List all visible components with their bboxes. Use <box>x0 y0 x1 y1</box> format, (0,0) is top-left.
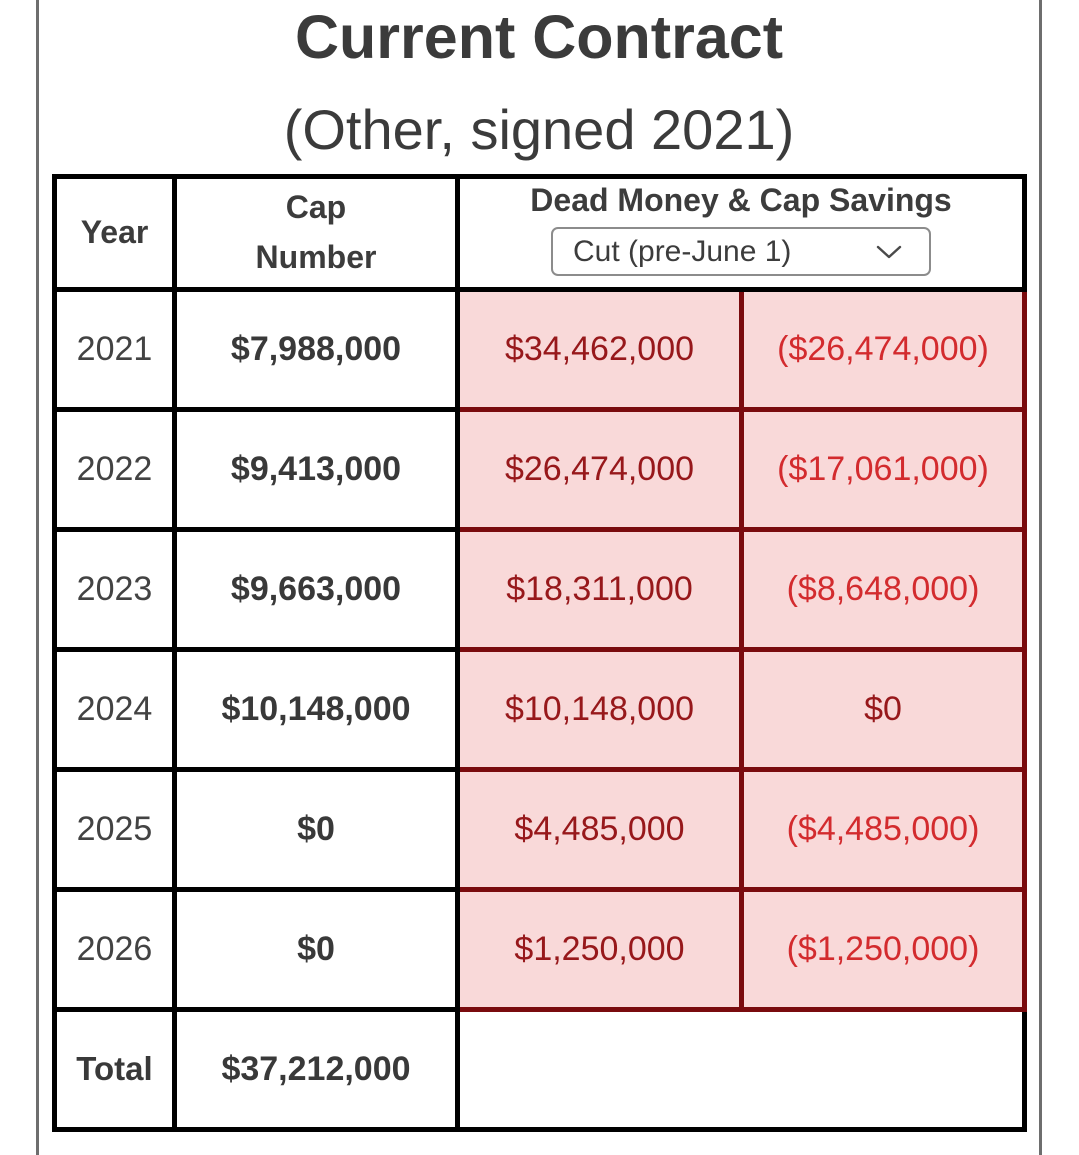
table-row: 2022 $9,413,000 $26,474,000 ($17,061,000… <box>52 406 1027 532</box>
header-row: Year Cap Number Dead Money & Cap Savings… <box>52 173 1027 292</box>
cap-number-cell: $10,148,000 <box>172 646 460 772</box>
year-cell: 2023 <box>52 526 177 652</box>
contract-table: Year Cap Number Dead Money & Cap Savings… <box>52 173 1027 1132</box>
dead-money-cell: $26,474,000 <box>455 406 744 532</box>
year-cell: 2021 <box>52 286 177 412</box>
cap-number-column-header: Cap Number <box>172 173 460 292</box>
cap-number-header-label: Cap Number <box>255 189 377 275</box>
cap-number-cell: $7,988,000 <box>172 286 460 412</box>
dead-money-cell: $10,148,000 <box>455 646 744 772</box>
total-empty-cell <box>455 1006 1027 1132</box>
table-row: 2023 $9,663,000 $18,311,000 ($8,648,000) <box>52 526 1027 652</box>
cap-number-cell: $0 <box>172 886 460 1012</box>
table-row: 2024 $10,148,000 $10,148,000 $0 <box>52 646 1027 772</box>
cap-savings-cell: ($4,485,000) <box>739 766 1027 892</box>
year-cell: 2025 <box>52 766 177 892</box>
dead-money-header-label: Dead Money & Cap Savings <box>530 182 952 219</box>
chevron-down-icon <box>876 245 902 259</box>
cap-number-cell: $9,663,000 <box>172 526 460 652</box>
table-row: 2025 $0 $4,485,000 ($4,485,000) <box>52 766 1027 892</box>
scenario-select[interactable]: Cut (pre-June 1) <box>551 227 931 277</box>
table-row: 2021 $7,988,000 $34,462,000 ($26,474,000… <box>52 286 1027 412</box>
year-column-header: Year <box>52 173 177 292</box>
dead-money-cell: $1,250,000 <box>455 886 744 1012</box>
dead-money-column-header: Dead Money & Cap Savings Cut (pre-June 1… <box>455 173 1027 292</box>
dead-money-cell: $34,462,000 <box>455 286 744 412</box>
year-cell: 2024 <box>52 646 177 772</box>
page-title: Current Contract <box>294 3 784 71</box>
cap-savings-cell: $0 <box>739 646 1027 772</box>
cap-number-cell: $0 <box>172 766 460 892</box>
cap-savings-cell: ($1,250,000) <box>739 886 1027 1012</box>
dead-money-cell: $18,311,000 <box>455 526 744 652</box>
year-cell: 2026 <box>52 886 177 1012</box>
total-row: Total $37,212,000 <box>52 1006 1027 1132</box>
page-subtitle: (Other, signed 2021) <box>283 98 795 162</box>
table-row: 2026 $0 $1,250,000 ($1,250,000) <box>52 886 1027 1012</box>
cap-savings-cell: ($8,648,000) <box>739 526 1027 652</box>
cap-number-cell: $9,413,000 <box>172 406 460 532</box>
content-area: Current Contract (Other, signed 2021) Ye… <box>39 0 1039 1132</box>
year-cell: 2022 <box>52 406 177 532</box>
total-label-cell: Total <box>52 1006 177 1132</box>
left-frame-border <box>36 0 39 1155</box>
cap-savings-cell: ($17,061,000) <box>739 406 1027 532</box>
total-cap-number-cell: $37,212,000 <box>172 1006 460 1132</box>
right-frame-border <box>1039 0 1042 1155</box>
dead-money-cell: $4,485,000 <box>455 766 744 892</box>
scenario-select-value: Cut (pre-June 1) <box>573 234 792 268</box>
cap-savings-cell: ($26,474,000) <box>739 286 1027 412</box>
